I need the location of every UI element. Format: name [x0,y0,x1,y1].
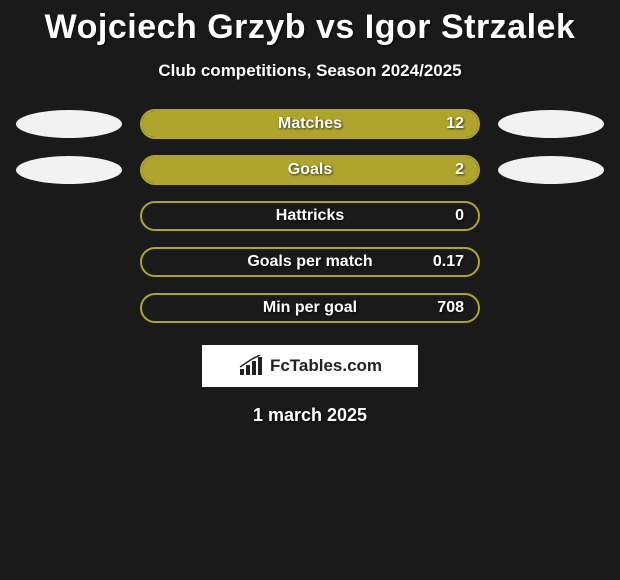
stat-value: 0.17 [433,253,464,271]
stat-pill: Goals per match 0.17 [140,247,480,277]
stat-label: Min per goal [263,299,357,317]
left-ellipse [16,110,122,138]
left-ellipse [16,156,122,184]
stat-pill: Hattricks 0 [140,201,480,231]
stat-value: 0 [455,207,464,225]
stat-row: Min per goal 708 [0,293,620,323]
page-title: Wojciech Grzyb vs Igor Strzalek [0,8,620,47]
stat-label: Goals [288,161,332,179]
stat-pill: Min per goal 708 [140,293,480,323]
stat-row: Goals 2 [0,155,620,185]
stat-label: Hattricks [276,207,344,225]
date-text: 1 march 2025 [0,405,620,426]
stat-pill: Matches 12 [140,109,480,139]
stat-row: Hattricks 0 [0,201,620,231]
stat-value: 2 [455,161,464,179]
stat-label: Matches [278,115,342,133]
right-ellipse [498,156,604,184]
stat-label: Goals per match [247,253,372,271]
brand-box: FcTables.com [202,345,418,387]
stat-value: 12 [446,115,464,133]
stat-row: Matches 12 [0,109,620,139]
stat-value: 708 [437,299,464,317]
stats-rows: Matches 12 Goals 2 Hattricks 0 Goals per match… [0,109,620,323]
right-ellipse [498,110,604,138]
stat-pill: Goals 2 [140,155,480,185]
chart-icon [238,355,264,377]
subtitle: Club competitions, Season 2024/2025 [0,61,620,81]
stat-row: Goals per match 0.17 [0,247,620,277]
brand-text: FcTables.com [270,356,382,376]
